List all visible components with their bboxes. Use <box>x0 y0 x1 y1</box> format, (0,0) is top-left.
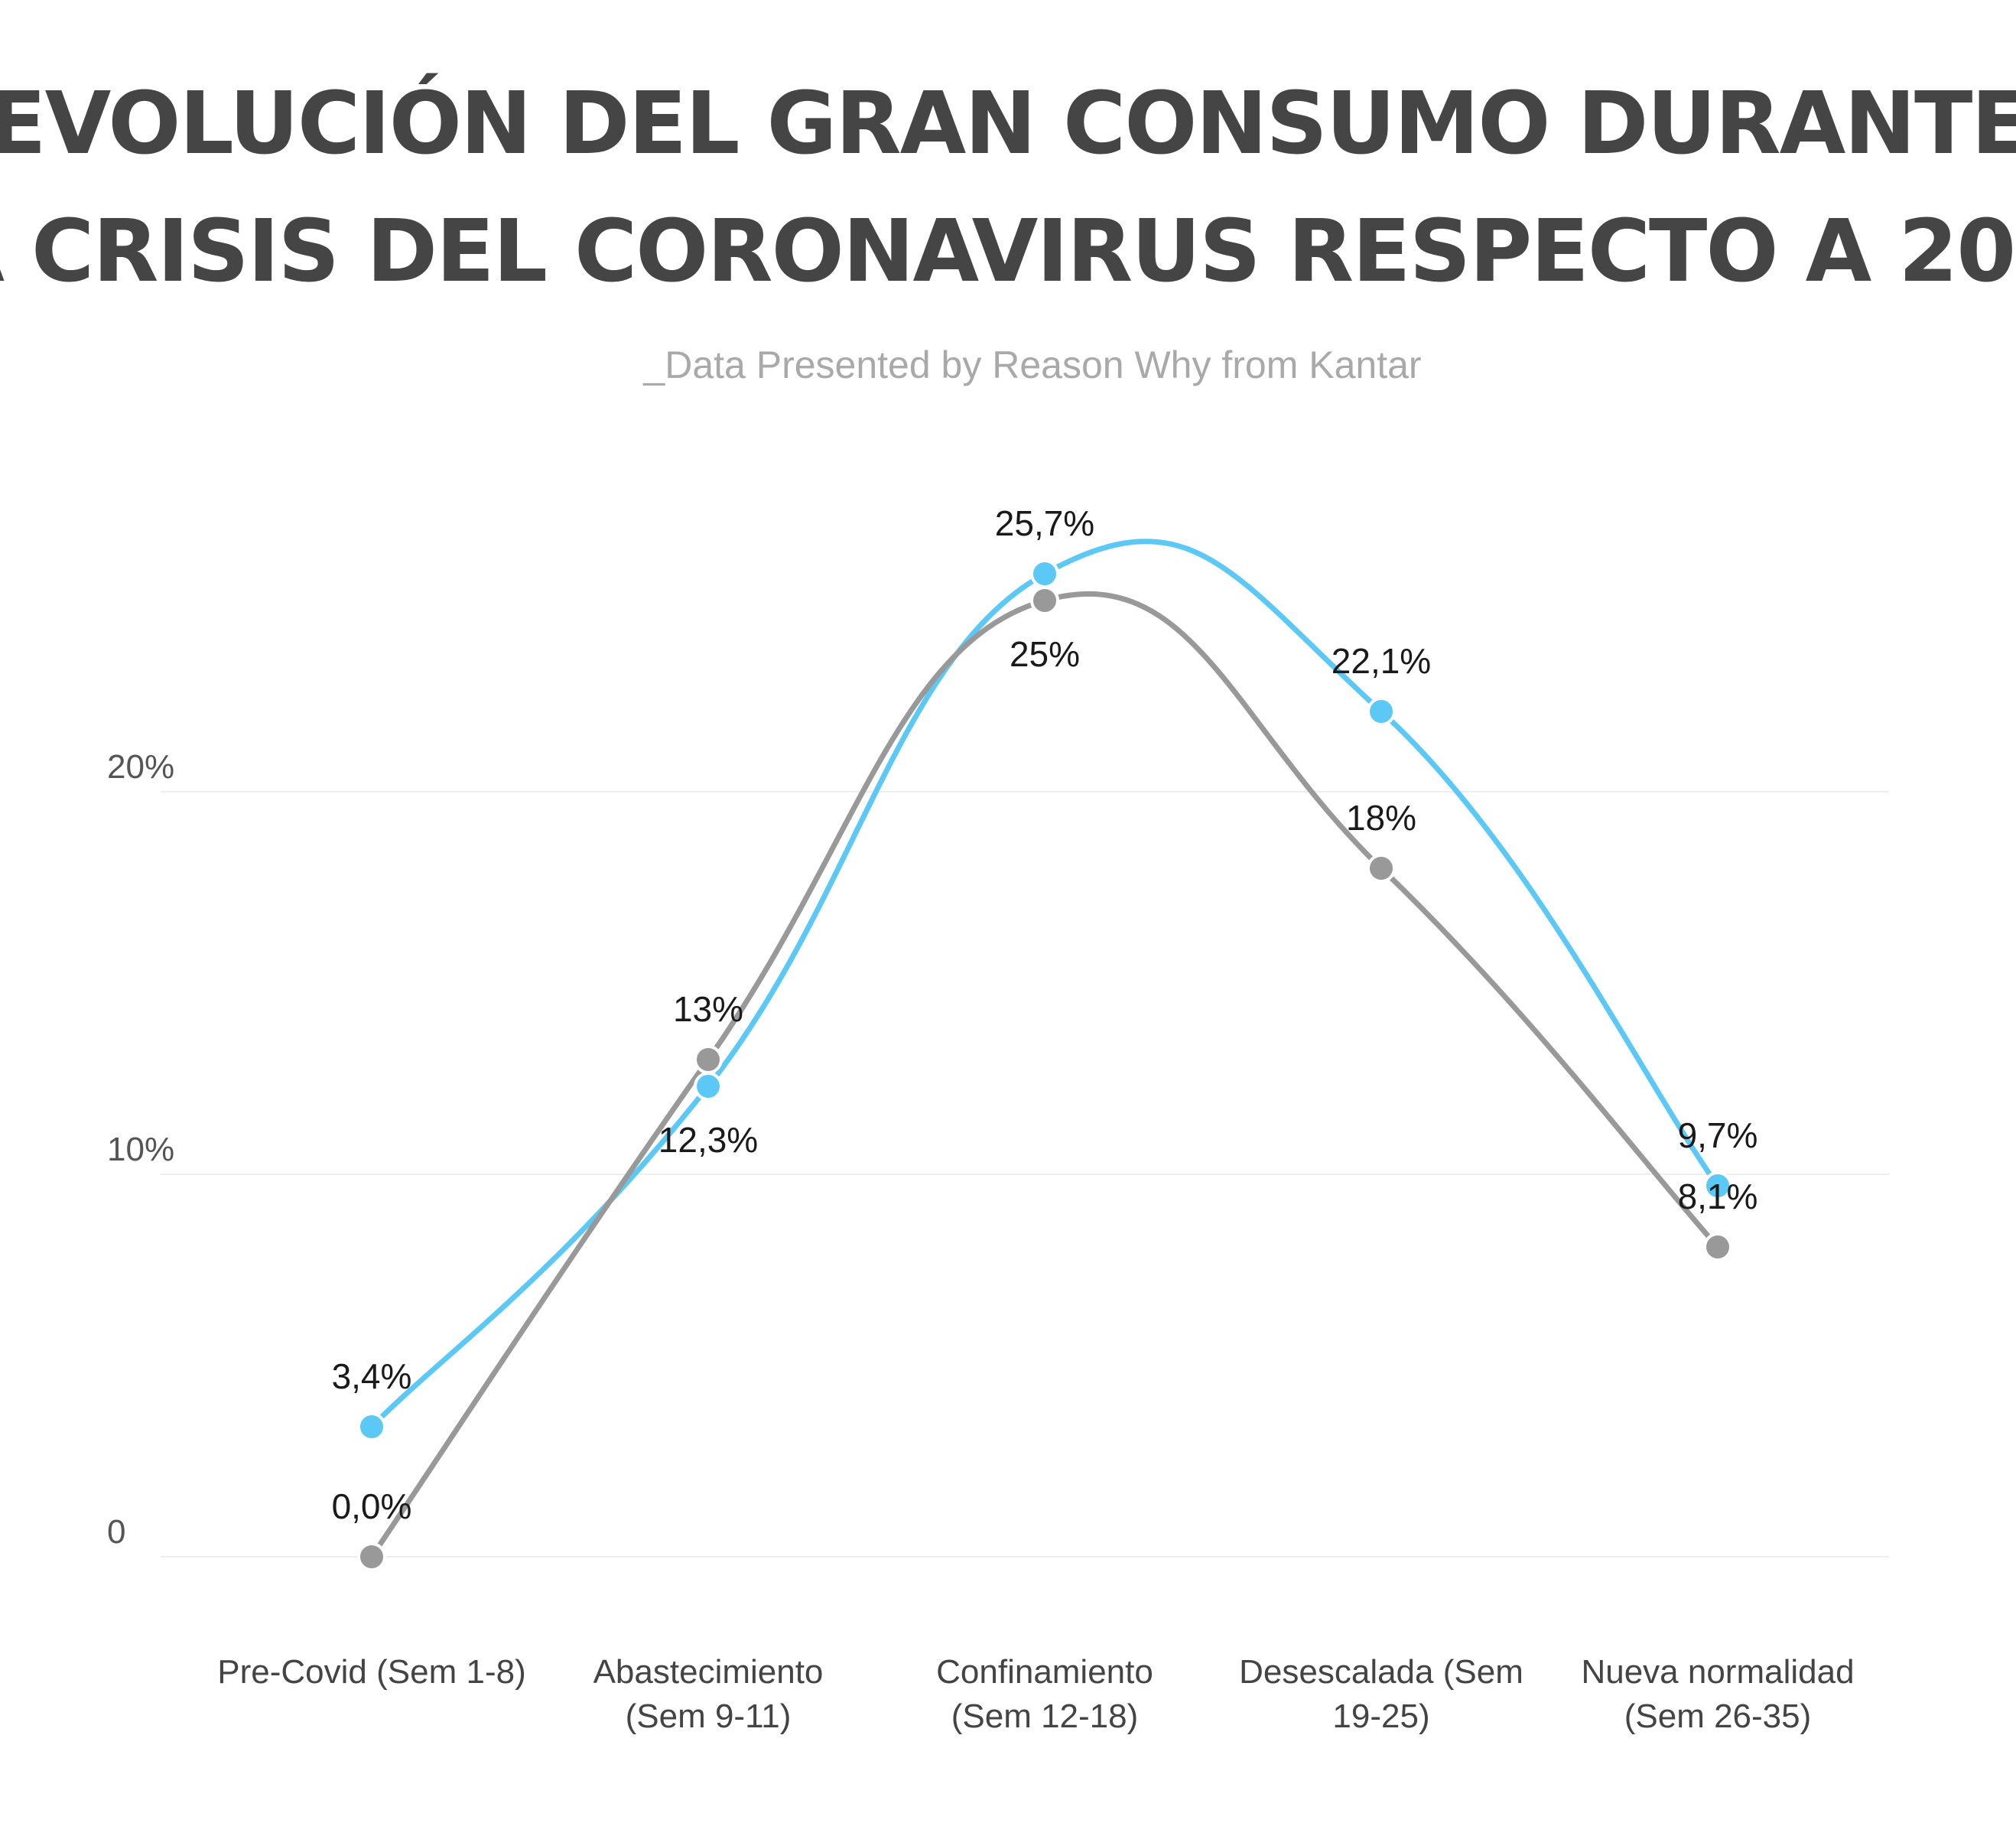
y-axis-ticks: 0 10% 20% <box>107 748 174 1551</box>
data-point <box>694 1045 723 1074</box>
x-category-label: 19-25) <box>1332 1698 1429 1735</box>
series-line-1 <box>369 539 1721 1430</box>
x-category-label: Pre-Covid (Sem 1-8) <box>217 1653 525 1691</box>
data-point <box>694 1072 723 1101</box>
data-label: 12,3% <box>658 1120 758 1160</box>
x-category-label: (Sem 12-18) <box>951 1698 1139 1735</box>
data-label: 18% <box>1346 798 1416 838</box>
chart-title: EVOLUCIÓN DEL GRAN CONSUMO DURANTE LA CRI… <box>0 73 2016 301</box>
data-point <box>1703 1232 1732 1261</box>
series-lines <box>369 539 1721 1560</box>
x-category-label: (Sem 26-35) <box>1624 1698 1812 1735</box>
x-category-label: Confinamiento <box>936 1653 1153 1691</box>
chart-subtitle: _Data Presented by Reason Why from Kanta… <box>642 343 1421 386</box>
data-label: 25,7% <box>995 503 1094 543</box>
data-label: 9,7% <box>1678 1115 1758 1155</box>
data-point <box>357 1542 386 1571</box>
data-point <box>1703 1171 1732 1200</box>
data-labels: 3,4% 12,3% 25,7% 22,1% 9,7% 0,0% 13% 25% 18% 8,1% <box>332 503 1758 1526</box>
data-point <box>1030 586 1059 615</box>
series-points <box>357 559 1732 1571</box>
data-point <box>357 1412 386 1441</box>
x-category-label: Nueva normalidad <box>1581 1653 1854 1691</box>
data-point <box>1367 697 1396 726</box>
x-category-label: Abastecimiento <box>593 1653 824 1691</box>
data-label: 25% <box>1010 634 1080 674</box>
series-line-2 <box>369 591 1721 1560</box>
data-label: 13% <box>673 989 743 1029</box>
x-category-label: (Sem 9-11) <box>626 1698 792 1735</box>
data-point <box>1367 854 1396 883</box>
gridlines <box>161 791 1889 1558</box>
data-label: 0,0% <box>332 1486 412 1526</box>
y-tick-label: 0 <box>107 1513 125 1551</box>
x-axis-categories: Pre-Covid (Sem 1-8) Abastecimiento (Sem 9-… <box>217 1653 1854 1735</box>
x-category-label: Desescalada (Sem <box>1239 1653 1523 1691</box>
chart-title-line: LA CRISIS DEL CORONAVIRUS RESPECTO A 201… <box>0 202 2016 301</box>
y-tick-label: 20% <box>107 748 174 786</box>
data-label: 3,4% <box>332 1356 412 1396</box>
chart-title-line: EVOLUCIÓN DEL GRAN CONSUMO DURANTE <box>0 73 2016 174</box>
data-label: 22,1% <box>1332 641 1431 681</box>
y-tick-label: 10% <box>107 1131 174 1168</box>
data-label: 8,1% <box>1678 1177 1758 1216</box>
data-point <box>1030 559 1059 588</box>
